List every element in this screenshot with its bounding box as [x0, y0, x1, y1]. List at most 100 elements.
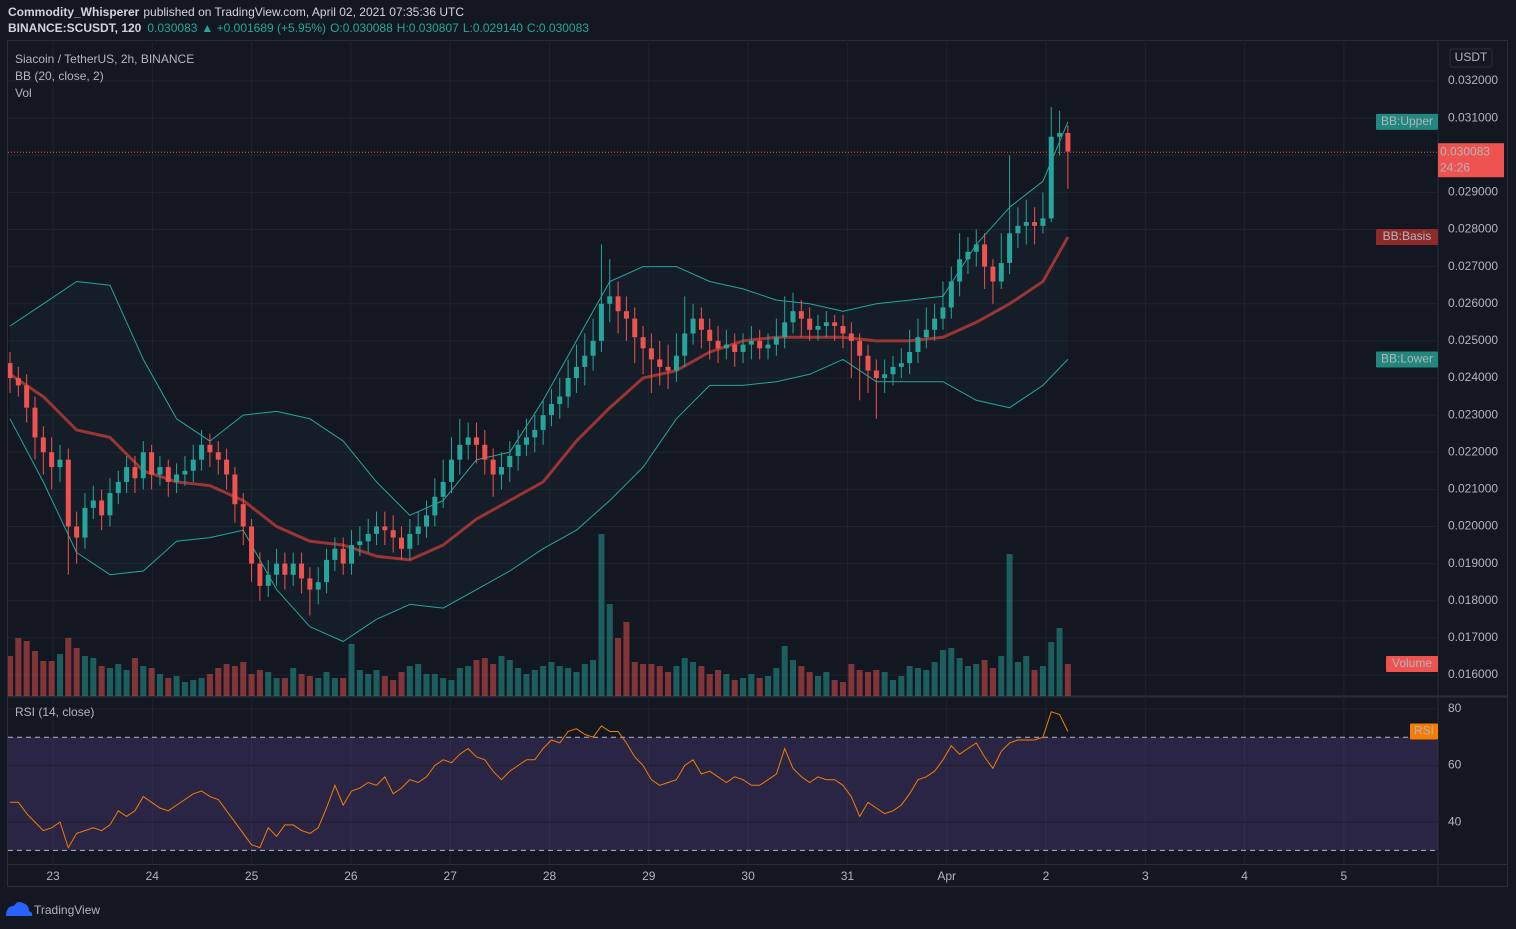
volume-bar [706, 674, 713, 696]
rsi-band-fill [8, 737, 1438, 851]
candle-body [590, 340, 596, 356]
volume-bar [315, 678, 322, 696]
volume-bar [765, 676, 772, 696]
volume-bar [715, 670, 722, 696]
candle-body [740, 344, 746, 353]
candle-body [365, 533, 371, 542]
candle-body [290, 563, 296, 575]
candle-body [240, 504, 246, 527]
y-tick-label: 0.016000 [1448, 667, 1498, 681]
x-tick-label: 31 [841, 869, 855, 883]
volume-bar [8, 656, 13, 696]
volume-label: Vol [15, 86, 32, 100]
volume-bar [989, 668, 996, 696]
volume-bar [656, 666, 663, 696]
candle-body [965, 251, 971, 260]
y-tick-label: 0.025000 [1448, 333, 1498, 347]
volume-bar [939, 650, 946, 696]
volume-bar [948, 648, 955, 696]
candle-body [482, 444, 488, 460]
volume-bar [48, 661, 55, 696]
frame [7, 40, 1508, 887]
volume-bar [98, 666, 105, 696]
candle-body [182, 470, 188, 475]
candle-body [1032, 222, 1038, 226]
candle-body [882, 374, 888, 379]
volume-bar [123, 670, 130, 696]
candle-body [390, 530, 396, 538]
volume-bar [956, 658, 963, 696]
candle-body [782, 322, 788, 338]
candle-body [623, 311, 629, 319]
x-tick-label: 27 [444, 869, 458, 883]
volume-bar [515, 668, 522, 696]
candle-body [332, 548, 338, 560]
volume-bar [223, 664, 230, 696]
candle-body [490, 459, 496, 475]
candle-body [115, 481, 121, 494]
candle-body [1040, 218, 1046, 226]
volume-bar [290, 668, 297, 696]
candle-body [382, 526, 388, 531]
volume-bar [198, 678, 205, 696]
candle-body [682, 333, 688, 356]
candle-body [757, 340, 763, 349]
candle-body [265, 574, 271, 586]
candle-body [723, 344, 729, 349]
volume-bar [206, 674, 213, 696]
x-tick-label: 23 [46, 869, 60, 883]
candle-body [748, 340, 754, 345]
volume-bar [964, 666, 971, 696]
volume-bar [356, 670, 363, 696]
volume-bar [440, 678, 447, 696]
rsi-line [10, 711, 1069, 849]
candle-body [1007, 233, 1013, 263]
volume-bar [298, 674, 305, 696]
volume-bar [140, 666, 147, 696]
volume-bar [806, 672, 813, 696]
volume-bar [15, 638, 22, 696]
y-tick-label: 0.017000 [1448, 630, 1498, 644]
volume-bar [914, 668, 921, 696]
logo-cloud [6, 902, 33, 916]
y-tick-label: 0.029000 [1448, 185, 1498, 199]
candle-body [515, 444, 521, 456]
candle-body [190, 459, 196, 471]
volume-bar [931, 662, 938, 696]
volume-bar [665, 672, 672, 696]
volume-bar [490, 664, 497, 696]
volume-bar [798, 666, 805, 696]
candle-body [207, 444, 213, 453]
candle-body [907, 352, 913, 364]
candle-body [690, 318, 696, 334]
candle-body [832, 322, 838, 327]
volume-bar [631, 662, 638, 696]
candle-body [532, 429, 538, 438]
x-tick-label: 24 [146, 869, 160, 883]
candle-body [32, 407, 38, 438]
candle-body [440, 481, 446, 497]
candle-body [340, 548, 346, 564]
y-tick-label: 0.022000 [1448, 444, 1498, 458]
candle-body [773, 337, 779, 345]
last: 0.030083 [147, 21, 197, 35]
candle-body [923, 329, 929, 338]
x-tick-label: 28 [543, 869, 557, 883]
candle-body [448, 459, 454, 482]
volume-bar [481, 658, 488, 696]
ohlc-open: O:0.030088 [330, 21, 393, 35]
volume-bar [498, 656, 505, 696]
candle-body [257, 563, 263, 586]
bb-tag-label-tag [1376, 113, 1438, 130]
candle-body [598, 303, 604, 341]
candle-body [765, 344, 771, 349]
candle-body [573, 366, 579, 379]
candle-body [898, 363, 904, 367]
candle-body [557, 396, 563, 404]
volume-bar [240, 662, 247, 696]
volume-bar [698, 666, 705, 696]
rsi-tick-label: 60 [1448, 758, 1462, 772]
candle-body [473, 437, 479, 445]
volume-bar [473, 660, 480, 696]
y-tick-label: 0.018000 [1448, 593, 1498, 607]
